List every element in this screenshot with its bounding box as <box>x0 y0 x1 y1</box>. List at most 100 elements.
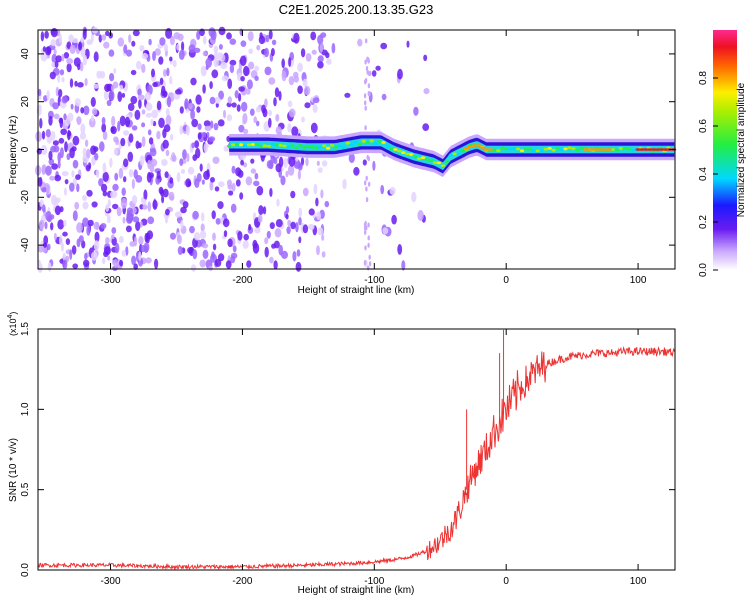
spectrogram-cell <box>122 216 126 224</box>
spectrogram-cell <box>169 35 175 46</box>
ridge-cell <box>353 140 358 144</box>
spectrogram-cell <box>268 109 272 117</box>
spectrogram-cell <box>287 219 292 227</box>
spectrogram-cell <box>73 57 81 67</box>
spectrogram-cell <box>135 140 140 149</box>
spectrogram-cell <box>363 93 367 99</box>
spectrogram-cell <box>257 214 263 223</box>
spectrogram-cell <box>51 62 55 68</box>
spectrogram-cell <box>253 180 260 187</box>
spectrogram-cell <box>225 260 232 269</box>
spectrogram-cell <box>214 186 220 192</box>
ridge-cell <box>563 147 568 151</box>
spectrogram-cell <box>131 195 138 204</box>
ridge-cell <box>436 161 442 165</box>
spectrogram-cell <box>311 49 317 55</box>
spectrogram-cell <box>54 60 59 68</box>
spectrogram-cell <box>138 236 144 245</box>
ridge-cell <box>492 148 497 152</box>
spectrogram-cell <box>36 105 42 116</box>
spectrogram-cell <box>208 136 216 142</box>
spectrogram-cell <box>316 211 322 221</box>
snr-x-axis-label: Height of straight line (km) <box>298 585 415 596</box>
ridge-cell <box>610 148 616 151</box>
spectrogram-cell <box>278 90 282 101</box>
ridge-peak-cell <box>582 148 588 151</box>
spectrogram-cell <box>76 183 80 193</box>
spectrogram-cell <box>82 217 89 227</box>
spectrogram-cell <box>61 76 65 83</box>
spectrogram-cell <box>72 263 79 269</box>
spectrogram-cell <box>281 58 286 69</box>
spectrogram-cell <box>151 68 155 78</box>
spectrogram-cell <box>152 81 158 88</box>
spectrogram-cell <box>226 32 232 40</box>
ridge-cell <box>258 144 264 148</box>
spectrogram-cell <box>100 223 107 229</box>
spectrogram-cell <box>278 156 284 168</box>
ridge-cell <box>448 153 453 157</box>
colorbar-tick-label: 0.8 <box>698 71 709 85</box>
x-tick-label: -300 <box>101 275 121 286</box>
ridge-cell <box>266 144 271 148</box>
spectrogram-cell <box>91 251 98 261</box>
spectrogram-cell <box>273 260 278 270</box>
ridge-cell <box>460 149 465 153</box>
spectrogram-cell <box>156 130 161 140</box>
spectrogram-cell <box>413 106 419 116</box>
spectrogram-cell <box>57 160 61 169</box>
spectrogram-cell <box>200 65 207 77</box>
ridge-cell <box>428 158 434 162</box>
spectrogram-cell <box>367 156 370 162</box>
spectrogram-cell <box>75 174 81 181</box>
ridge-cell <box>405 152 410 156</box>
spectrogram-cell <box>156 170 161 180</box>
spectrogram-cell <box>202 35 207 45</box>
spectrogram-cell <box>149 148 157 157</box>
spectrogram-cell <box>166 67 170 77</box>
spectrogram-cell <box>159 77 164 86</box>
spectrogram-cell <box>119 259 124 267</box>
spectrogram-cell <box>270 48 275 57</box>
spectrogram-cell <box>144 232 149 243</box>
spectrogram-cell <box>364 229 367 235</box>
spectrogram-cell <box>120 137 126 147</box>
ridge-cell <box>496 149 501 153</box>
spectrogram-cell <box>302 78 308 88</box>
spectrogram-cell <box>169 195 175 201</box>
y-tick-label: -40 <box>20 237 31 252</box>
spectrogram-cell <box>213 45 219 54</box>
spectrogram-cell <box>367 83 371 89</box>
spectrogram-cell <box>91 201 98 208</box>
spectrogram-cell <box>72 210 78 222</box>
ridge-cell <box>519 149 525 153</box>
spectrogram-cell <box>123 158 129 168</box>
spectrogram-cell <box>173 32 181 40</box>
snr-x-ticks: -300 -200 -100 0 100 <box>101 329 647 587</box>
spectrogram-cell <box>364 79 367 85</box>
spectrogram-cell <box>220 61 228 70</box>
spectrogram-cell <box>178 49 185 61</box>
spectrogram-cell <box>140 245 146 253</box>
spectrogram-cell <box>203 120 211 127</box>
spectrogram-cell <box>130 95 138 105</box>
spectrogram-cell <box>84 78 88 86</box>
spectrogram-cell <box>288 57 292 67</box>
spectrogram-cell <box>107 255 111 261</box>
spectrogram-cell <box>265 34 270 43</box>
spectrogram-cell <box>230 203 237 213</box>
spectrogram-cell <box>297 170 301 180</box>
spectrogram-cell <box>302 224 309 234</box>
spectrogram-cell <box>138 98 142 109</box>
spectrogram-cell <box>254 75 259 81</box>
spectrogram-cell <box>98 34 103 43</box>
spectrogram-cell <box>72 159 79 169</box>
spectrogram-cell <box>44 30 49 39</box>
spectrogram-cell <box>186 153 190 162</box>
spectrogram-cell <box>105 204 110 212</box>
spectrogram-cell <box>164 212 169 224</box>
spectrogram-cell <box>227 184 233 190</box>
ridge-cell <box>440 164 446 168</box>
ridge-cell <box>254 142 260 146</box>
spectrogram-cell <box>163 69 167 77</box>
